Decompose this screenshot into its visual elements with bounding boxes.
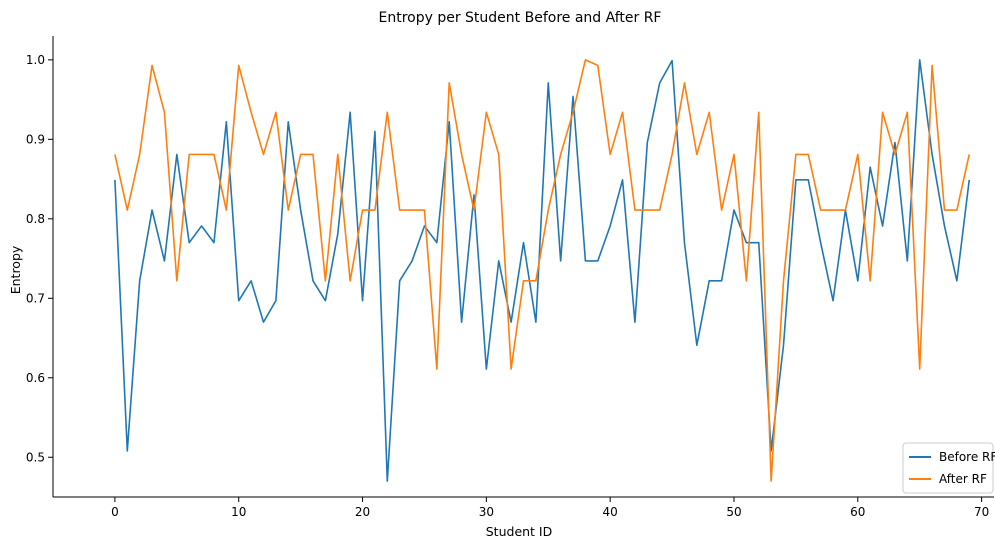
plot-area	[114, 59, 971, 482]
chart-title: Entropy per Student Before and After RF	[379, 10, 662, 26]
x-tick-label: 70	[974, 505, 989, 519]
x-tick-label: 50	[726, 505, 741, 519]
y-axis-title: Entropy	[8, 245, 23, 294]
y-tick-label: 0.7	[26, 291, 45, 305]
x-tick-label: 10	[231, 505, 246, 519]
x-tick-label: 0	[111, 505, 119, 519]
y-tick-label: 0.8	[26, 212, 45, 226]
y-tick-label: 1.0	[26, 53, 45, 67]
y-tick-label: 0.9	[26, 132, 45, 146]
x-tick-label: 40	[603, 505, 618, 519]
legend-label-1: Before RF	[939, 450, 995, 464]
x-tick-label: 60	[850, 505, 865, 519]
legend-label-2: After RF	[939, 472, 987, 486]
series-line-1	[114, 59, 971, 482]
axes: 0 10 20 30 40 50 60 70 0.5 0.6 0.7 0.8 0.9 1.0	[26, 36, 994, 519]
x-tick-label: 30	[479, 505, 494, 519]
series-line-2	[114, 59, 971, 482]
legend: Before RF After RF	[902, 442, 995, 494]
legend-box	[902, 442, 994, 494]
y-tick-label: 0.5	[26, 450, 45, 464]
x-axis-title: Student ID	[486, 524, 553, 539]
y-tick-label: 0.6	[26, 371, 45, 385]
x-tick-label: 20	[355, 505, 370, 519]
